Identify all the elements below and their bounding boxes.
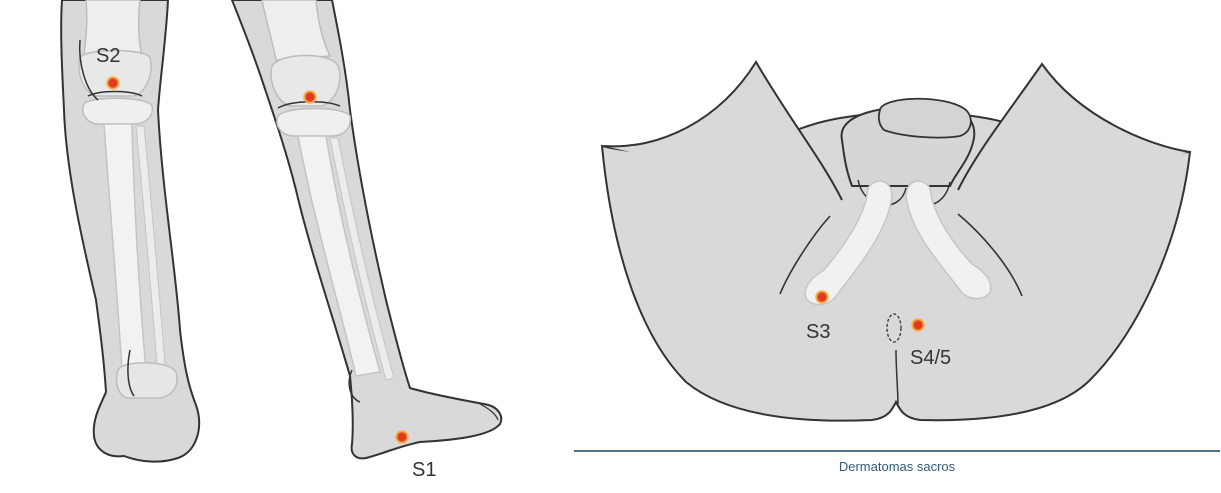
caption-divider — [574, 450, 1220, 452]
figure-caption: Dermatomas sacros — [838, 459, 956, 474]
point-s45 — [911, 318, 925, 332]
label-s45: S4/5 — [910, 347, 951, 369]
label-s3: S3 — [806, 321, 830, 343]
perineum — [600, 60, 1192, 422]
right-leg — [230, 0, 503, 460]
point-s2 — [106, 76, 120, 90]
point-s3 — [815, 290, 829, 304]
point-knee-right — [303, 90, 317, 104]
point-s1 — [395, 430, 409, 444]
label-s2: S2 — [96, 45, 120, 67]
label-s1: S1 — [412, 459, 436, 481]
left-leg — [60, 0, 201, 463]
